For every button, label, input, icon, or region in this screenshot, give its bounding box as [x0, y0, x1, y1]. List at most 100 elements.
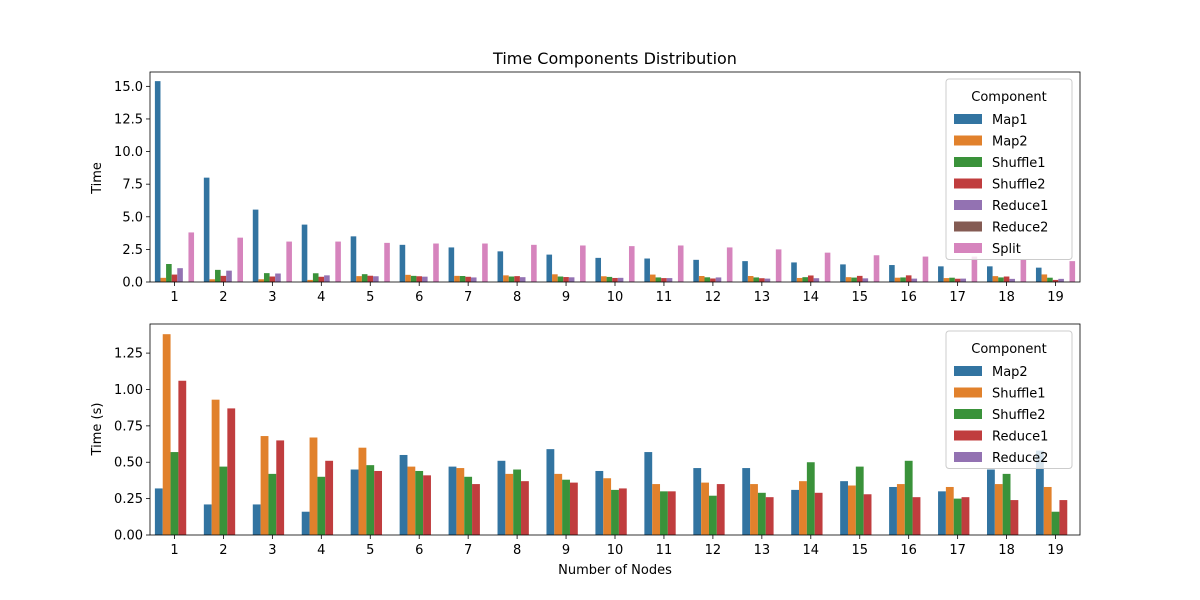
bottom-x-tick-label: 11	[656, 543, 673, 558]
bottom-bar-reduce1-9	[569, 482, 578, 535]
bottom-x-tick-label: 2	[219, 543, 227, 558]
top-x-tick-label: 8	[513, 290, 521, 305]
bottom-legend-swatch-reduce2	[954, 452, 982, 462]
bottom-legend-swatch-map2	[954, 366, 982, 376]
top-legend-label-split: Split	[992, 242, 1021, 257]
top-legend-box	[945, 78, 1073, 260]
top-x-tick-label: 12	[705, 290, 722, 305]
bottom-y-tick-label: 1.25	[114, 347, 143, 362]
top-bar-reduce1-15	[862, 278, 869, 282]
top-bar-shuffle1-8	[508, 276, 515, 282]
top-bar-split-1	[188, 232, 195, 282]
top-x-tick-label: 15	[851, 290, 868, 305]
bottom-bar-reduce1-17	[961, 497, 970, 535]
bottom-x-tick-label: 19	[1047, 543, 1064, 558]
top-bar-shuffle2-5	[367, 275, 374, 282]
top-bar-reduce1-7	[470, 277, 477, 282]
bottom-bar-map2-18	[987, 469, 995, 535]
bottom-bar-map2-12	[693, 468, 702, 535]
bottom-legend-label-reduce1: Reduce1	[992, 430, 1048, 445]
top-bar-shuffle1-19	[1047, 277, 1053, 282]
top-y-tick-label: 12.5	[114, 112, 143, 127]
bottom-bar-reduce1-18	[1010, 500, 1019, 535]
top-bar-reduce1-18	[1009, 278, 1015, 282]
bottom-bar-reduce1-19	[1059, 500, 1068, 535]
top-bar-shuffle1-15	[851, 277, 857, 282]
top-bar-reduce1-12	[715, 277, 722, 282]
bottom-bar-map2-4	[301, 511, 310, 535]
top-bar-map1-13	[742, 261, 748, 282]
bottom-bar-reduce1-11	[667, 491, 676, 535]
top-bar-shuffle1-4	[312, 273, 319, 282]
bottom-legend-swatch-shuffle1	[954, 387, 982, 398]
top-y-tick-label: 7.5	[122, 178, 143, 193]
top-bar-reduce1-1	[177, 268, 183, 282]
top-bar-reduce1-16	[911, 278, 918, 282]
bottom-bar-shuffle2-7	[464, 476, 473, 535]
top-bar-shuffle2-17	[954, 278, 961, 282]
bottom-bar-reduce1-6	[423, 475, 431, 535]
bottom-bar-shuffle1-15	[847, 485, 856, 535]
bottom-bar-map2-7	[448, 466, 457, 535]
top-bar-shuffle1-18	[998, 277, 1004, 282]
bottom-bar-shuffle2-19	[1051, 511, 1060, 535]
bottom-bar-map2-5	[350, 469, 359, 535]
top-legend-label-reduce2: Reduce2	[992, 221, 1048, 236]
top-bar-shuffle1-6	[410, 275, 417, 282]
bottom-bar-shuffle1-9	[554, 473, 563, 535]
top-bar-map2-7	[454, 275, 460, 282]
top-bar-split-14	[824, 252, 831, 282]
bottom-bar-shuffle2-9	[562, 479, 570, 535]
bottom-bar-shuffle1-8	[505, 473, 514, 535]
top-bar-map2-12	[698, 276, 705, 282]
top-y-axis-label: Time	[90, 162, 105, 195]
top-legend-swatch-shuffle1	[954, 157, 982, 167]
top-bar-map2-11	[649, 274, 656, 282]
bottom-x-tick-label: 12	[705, 543, 722, 558]
top-plot-area: 0.02.55.07.510.012.515.01 2 3 4 5 6 7 8 9 10 11 12 1…	[114, 71, 1081, 305]
bottom-bar-shuffle1-19	[1043, 486, 1052, 535]
bottom-bar-reduce1-12	[716, 484, 725, 535]
bottom-bar-shuffle2-2	[219, 466, 228, 535]
top-bar-map1-17	[938, 266, 944, 282]
bottom-bar-reduce1-5	[374, 470, 383, 535]
bottom-x-tick-label: 10	[607, 543, 624, 558]
top-legend-title: Component	[971, 90, 1046, 105]
bottom-bar-shuffle1-2	[211, 399, 220, 535]
top-bar-shuffle2-19	[1052, 279, 1059, 282]
top-legend-swatch-reduce2	[954, 221, 982, 232]
top-x-tick-label: 1	[170, 290, 178, 305]
top-bar-map1-8	[497, 251, 504, 282]
bottom-legend: Component Map2 Shuffle1 Shuffle2 Reduce1 Redu…	[945, 330, 1073, 469]
bottom-bar-shuffle2-17	[953, 498, 962, 535]
top-x-tick-label: 18	[998, 290, 1015, 305]
top-bar-shuffle1-5	[361, 274, 368, 282]
top-legend-swatch-split	[954, 243, 982, 253]
bottom-x-tick-label: 9	[562, 543, 570, 558]
top-bar-shuffle1-14	[802, 277, 808, 282]
bottom-bar-shuffle1-18	[994, 484, 1003, 535]
bottom-y-axis-label: Time (s)	[90, 403, 105, 457]
top-x-tick-label: 2	[219, 290, 227, 305]
top-legend-swatch-shuffle2	[954, 178, 982, 189]
top-x-tick-label: 5	[366, 290, 374, 305]
bottom-bar-reduce1-10	[618, 488, 627, 535]
top-bar-map1-10	[595, 257, 602, 282]
top-bar-split-11	[677, 245, 684, 282]
top-bar-map1-2	[203, 177, 210, 282]
bottom-bar-shuffle2-8	[513, 469, 522, 535]
top-x-tick-label: 14	[803, 290, 820, 305]
top-bar-map1-3	[252, 209, 259, 282]
top-bar-split-7	[482, 243, 488, 282]
bottom-bar-map2-17	[938, 491, 946, 535]
bottom-bar-shuffle2-4	[317, 476, 326, 535]
bottom-y-tick-label: 0.50	[114, 456, 143, 471]
top-bar-shuffle2-16	[905, 275, 912, 282]
top-bar-map2-10	[601, 276, 607, 282]
bottom-bar-shuffle2-5	[366, 465, 375, 535]
top-bar-split-18	[1020, 259, 1027, 282]
bottom-y-tick-label: 0.75	[114, 419, 143, 434]
top-bar-split-16	[922, 256, 929, 282]
top-bar-map1-9	[546, 254, 553, 282]
top-bar-reduce1-6	[422, 276, 428, 282]
